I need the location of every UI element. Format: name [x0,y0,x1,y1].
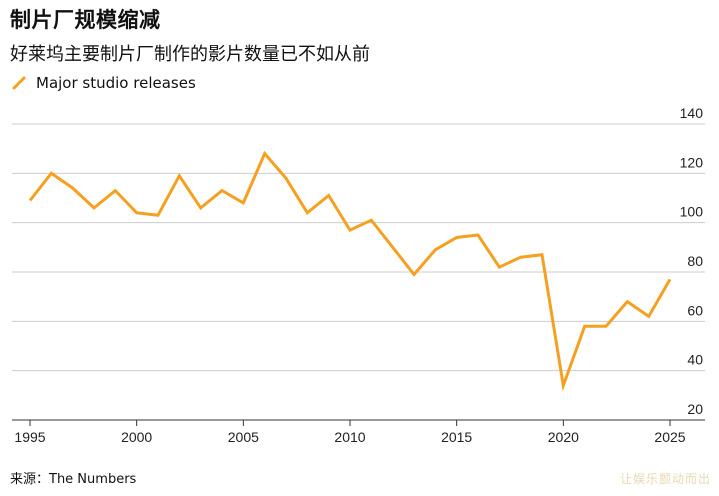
y-tick-label: 40 [687,352,703,368]
x-tick-label: 2005 [228,429,259,445]
chart-title: 制片厂规模缩减 [10,8,161,32]
x-tick-label: 2025 [654,429,685,445]
y-tick-label: 20 [687,401,703,417]
y-tick-label: 80 [687,253,703,269]
y-tick-label: 60 [687,302,703,318]
series-line-0 [28,150,672,392]
y-tick-label: 120 [680,154,704,170]
legend-swatch-icon [12,76,26,90]
x-tick-label: 2015 [441,429,472,445]
chart-subtitle: 好莱坞主要制片厂制作的影片数量已不如从前 [10,44,370,65]
source-note: 来源：The Numbers [10,472,137,487]
y-tick-label: 140 [680,105,704,121]
x-tick-label: 2010 [334,429,365,445]
y-tick-label: 100 [680,204,704,220]
x-tick-label: 1995 [14,429,45,445]
x-tick-label: 2020 [548,429,579,445]
watermark-text: 让娱乐颤动而出 [619,472,711,486]
x-tick-label: 2000 [121,429,152,445]
legend: Major studio releases [12,74,196,92]
legend-label: Major studio releases [36,74,196,92]
